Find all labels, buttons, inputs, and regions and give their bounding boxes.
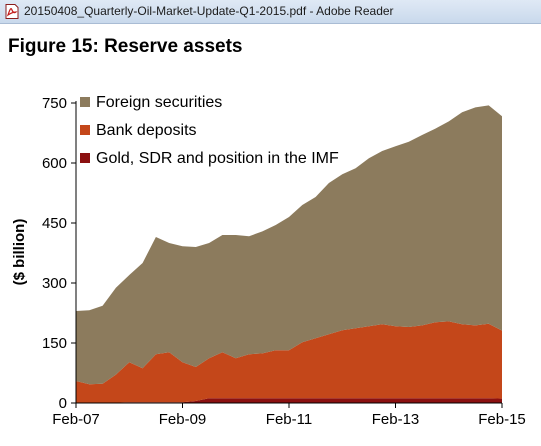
x-tick-label: Feb-09 — [159, 411, 207, 428]
figure-title: Figure 15: Reserve assets — [8, 36, 243, 57]
legend-swatch — [80, 97, 90, 107]
y-tick-label: 0 — [59, 395, 67, 412]
pdf-icon — [5, 4, 19, 19]
x-tick-label: Feb-15 — [478, 411, 526, 428]
legend-label: Foreign securities — [96, 94, 222, 111]
legend-swatch — [80, 153, 90, 163]
y-tick-label: 150 — [42, 335, 67, 352]
chart-legend: Foreign securities Bank deposits Gold, SDR… — [80, 94, 339, 167]
x-tick-label: Feb-11 — [266, 411, 312, 428]
legend-swatch — [80, 125, 90, 135]
window-titlebar: 20150408_Quarterly-Oil-Market-Update-Q1-… — [0, 0, 541, 24]
area-gold-sdr-and-position-in-the-imf — [76, 398, 502, 403]
chart-areas — [76, 105, 502, 403]
x-tick-label: Feb-07 — [52, 411, 100, 428]
area-bank-deposits — [76, 321, 502, 403]
x-tick-label: Feb-13 — [372, 411, 420, 428]
legend-label: Gold, SDR and position in the IMF — [96, 150, 339, 167]
window-title: 20150408_Quarterly-Oil-Market-Update-Q1-… — [24, 4, 394, 18]
y-tick-label: 450 — [42, 215, 67, 232]
y-tick-label: 750 — [42, 95, 67, 112]
chart-axes: 0 150 300 450 600 750 Feb-07 Feb-09 Feb-11 Feb-13… — [42, 95, 526, 428]
y-axis-label: ($ billion) — [11, 219, 28, 286]
area-foreign-securities — [76, 105, 502, 385]
legend-label: Bank deposits — [96, 122, 197, 139]
y-tick-label: 300 — [42, 275, 67, 292]
y-tick-label: 600 — [42, 155, 67, 172]
